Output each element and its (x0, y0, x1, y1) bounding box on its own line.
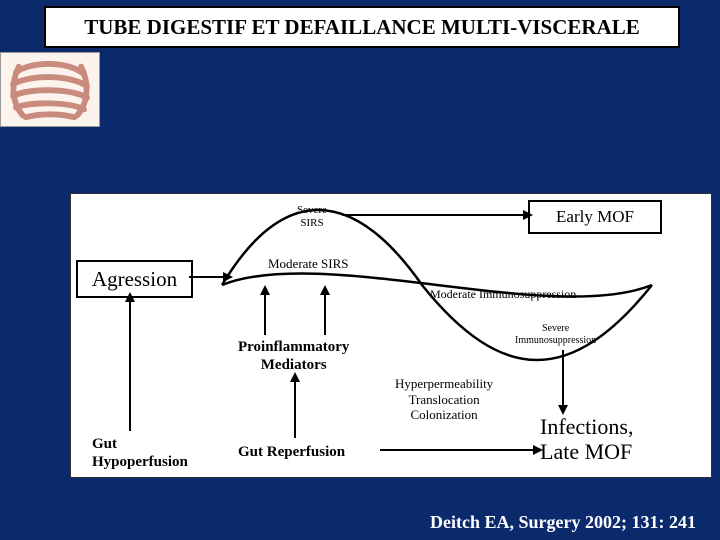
arrow-head-icon (320, 285, 330, 295)
gut-hypoperfusion-label: Gut Hypoperfusion (92, 435, 188, 471)
early-mof-label: Early MOF (556, 207, 634, 227)
proinflammatory-mediators-label: Proinflammatory Mediators (238, 338, 349, 374)
arrow-line (324, 293, 326, 335)
severe-sirs-label: Severe SIRS (297, 204, 327, 230)
arrow-head-icon (523, 210, 533, 220)
citation-text: Deitch EA, Surgery 2002; 131: 241 (430, 512, 696, 533)
slide-root: TUBE DIGESTIF ET DEFAILLANCE MULTI-VISCE… (0, 0, 720, 540)
arrow-head-icon (260, 285, 270, 295)
agression-label: Agression (92, 267, 177, 291)
moderate-sirs-label: Moderate SIRS (268, 256, 349, 272)
slide-title-text: TUBE DIGESTIF ET DEFAILLANCE MULTI-VISCE… (84, 15, 639, 40)
arrow-line (294, 380, 296, 438)
arrow-line (562, 350, 564, 407)
slide-title-box: TUBE DIGESTIF ET DEFAILLANCE MULTI-VISCE… (44, 6, 680, 48)
arrow-line (264, 293, 266, 335)
arrow-line (189, 276, 225, 278)
intestine-thumbnail (0, 52, 100, 127)
arrow-head-icon (533, 445, 543, 455)
early-mof-box: Early MOF (528, 200, 662, 234)
gut-reperfusion-label: Gut Reperfusion (238, 443, 345, 461)
arrow-head-icon (125, 292, 135, 302)
arrow-line (342, 214, 525, 216)
hyperpermeability-label: Hyperpermeability Translocation Coloniza… (395, 376, 493, 423)
arrow-head-icon (223, 272, 233, 282)
arrow-head-icon (290, 372, 300, 382)
infections-late-mof-box: Infections, Late MOF (540, 410, 680, 468)
arrow-head-icon (558, 405, 568, 415)
severe-immunosuppression-label: Severe Immunosuppression (515, 323, 596, 347)
moderate-immunosuppression-label: Moderate Immunosuppression (430, 287, 576, 301)
arrow-line (129, 300, 131, 431)
infections-late-mof-label: Infections, Late MOF (540, 414, 633, 465)
arrow-line (380, 449, 535, 451)
intestine-icon (1, 53, 99, 126)
